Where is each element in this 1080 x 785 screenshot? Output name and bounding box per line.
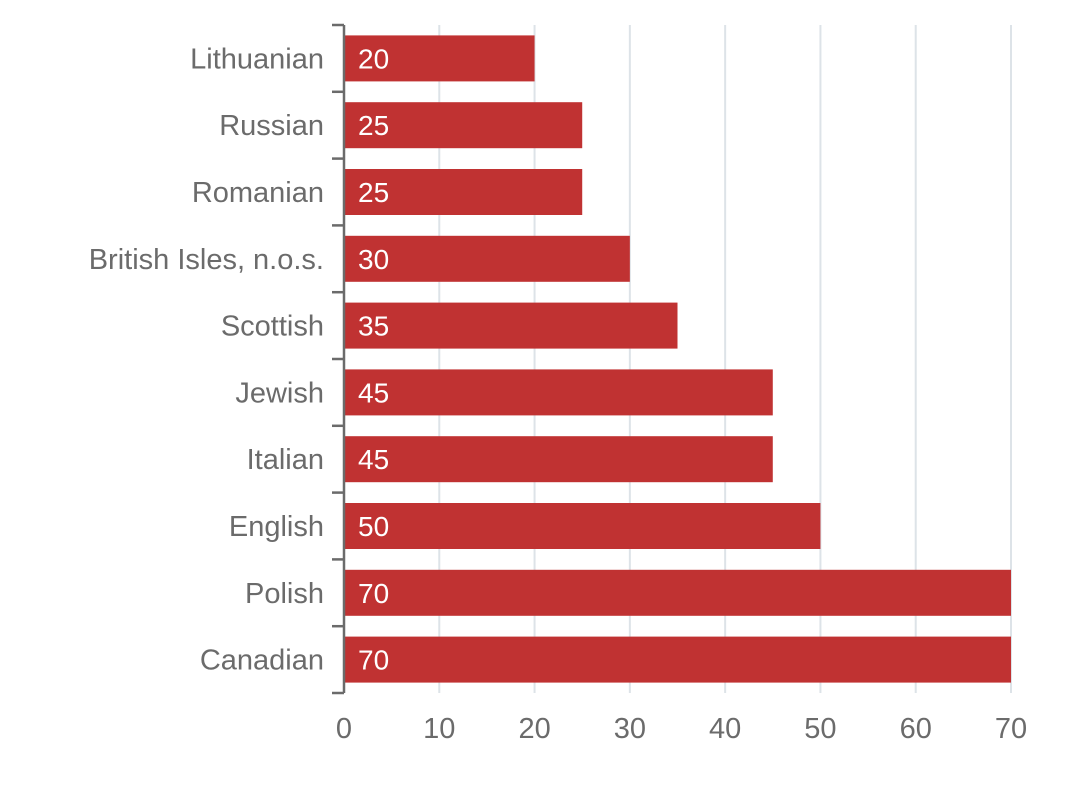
x-tick-label: 70 — [995, 713, 1027, 745]
bar — [344, 302, 678, 349]
x-tick-label: 60 — [900, 713, 932, 745]
category-label: Scottish — [221, 311, 324, 343]
category-label: Russian — [219, 110, 324, 142]
bar — [344, 169, 583, 215]
x-tick-label: 10 — [423, 713, 455, 745]
bar — [344, 569, 1011, 616]
category-label: Lithuanian — [190, 43, 324, 75]
category-label: Canadian — [200, 645, 324, 677]
x-tick-label: 30 — [614, 713, 646, 745]
data-label: 45 — [358, 444, 389, 475]
bar — [344, 102, 583, 149]
x-tick-label: 20 — [518, 713, 550, 745]
data-label: 45 — [358, 377, 389, 408]
category-label: Italian — [247, 444, 324, 476]
bar — [344, 636, 1011, 683]
data-label: 30 — [358, 244, 389, 275]
bar — [344, 503, 821, 549]
bar — [344, 369, 773, 416]
bar — [344, 35, 535, 82]
data-label: 70 — [358, 645, 389, 676]
data-label: 35 — [358, 311, 389, 342]
x-tick-label: 0 — [336, 713, 352, 745]
category-label: English — [229, 511, 324, 543]
axes — [332, 23, 346, 695]
data-label: 25 — [358, 177, 389, 208]
category-label: Romanian — [192, 177, 324, 209]
x-tick-label: 50 — [804, 713, 836, 745]
data-label: 70 — [358, 578, 389, 609]
category-label: British Isles, n.o.s. — [89, 244, 324, 276]
category-label: Jewish — [235, 377, 324, 409]
labels: 0 10 20 30 40 50 60 70 Lithuanian 20 Russian 25 Roma… — [89, 43, 1027, 745]
bar — [344, 235, 630, 282]
bar — [344, 436, 773, 483]
data-label: 20 — [358, 43, 389, 74]
category-label: Polish — [245, 578, 324, 610]
x-tick-label: 40 — [709, 713, 741, 745]
bars — [344, 35, 1011, 683]
data-label: 50 — [358, 511, 389, 542]
data-label: 25 — [358, 110, 389, 141]
